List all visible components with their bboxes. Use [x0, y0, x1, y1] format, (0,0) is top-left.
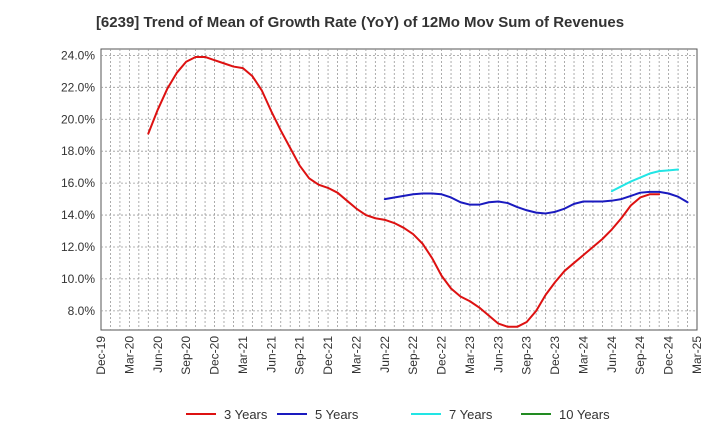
- y-tick-label: 24.0%: [61, 48, 95, 62]
- x-tick-label: Sep-24: [633, 336, 647, 375]
- x-tick-label: Dec-24: [662, 336, 676, 375]
- y-tick-label: 10.0%: [61, 272, 95, 286]
- series-lines: [147, 55, 689, 328]
- x-tick-label: Jun-20: [151, 336, 165, 373]
- y-axis: 8.0% 10.0% 12.0% 14.0% 16.0% 18.0% 20.0% 22.0% 2…: [61, 48, 95, 317]
- y-tick-label: 22.0%: [61, 80, 95, 94]
- x-tick-label: Dec-23: [548, 336, 562, 375]
- y-tick-label: 8.0%: [68, 304, 96, 318]
- legend-label: 10 Years: [559, 407, 610, 422]
- x-tick-label: Dec-19: [94, 336, 108, 375]
- legend: 3 Years 5 Years 7 Years 10 Years: [186, 407, 610, 422]
- y-tick-label: 14.0%: [61, 208, 95, 222]
- x-tick-label: Mar-23: [463, 336, 477, 374]
- legend-label: 7 Years: [449, 407, 493, 422]
- x-tick-label: Mar-24: [576, 336, 590, 374]
- x-tick-label: Jun-22: [378, 336, 392, 373]
- plot-area: [100, 48, 698, 331]
- legend-label: 5 Years: [315, 407, 359, 422]
- x-tick-label: Sep-21: [293, 336, 307, 375]
- series-line-5-years: [383, 190, 689, 215]
- x-tick-label: Mar-21: [236, 336, 250, 374]
- x-tick-label: Mar-25: [690, 336, 704, 374]
- series-line-7-years: [610, 168, 680, 193]
- legend-label: 3 Years: [224, 407, 268, 422]
- chart-title: [6239] Trend of Mean of Growth Rate (YoY…: [95, 14, 625, 31]
- y-tick-label: 18.0%: [61, 144, 95, 158]
- x-tick-label: Jun-21: [264, 336, 278, 373]
- y-tick-label: 16.0%: [61, 176, 95, 190]
- x-tick-label: Jun-23: [491, 336, 505, 373]
- x-tick-label: Mar-22: [349, 336, 363, 374]
- y-tick-label: 12.0%: [61, 240, 95, 254]
- x-tick-label: Mar-20: [122, 336, 136, 374]
- x-tick-label: Dec-20: [208, 336, 222, 375]
- series-line-3-years: [147, 55, 661, 328]
- x-tick-label: Dec-22: [435, 336, 449, 375]
- x-tick-label: Jun-24: [605, 336, 619, 373]
- x-tick-label: Sep-22: [406, 336, 420, 375]
- x-tick-label: Sep-20: [179, 336, 193, 375]
- grid: [101, 49, 697, 330]
- x-axis: Dec-19 Mar-20 Jun-20 Sep-20 Dec-20 Mar-21 Jun-…: [94, 336, 704, 375]
- y-tick-label: 20.0%: [61, 112, 95, 126]
- x-tick-label: Sep-23: [520, 336, 534, 375]
- x-tick-label: Dec-21: [321, 336, 335, 375]
